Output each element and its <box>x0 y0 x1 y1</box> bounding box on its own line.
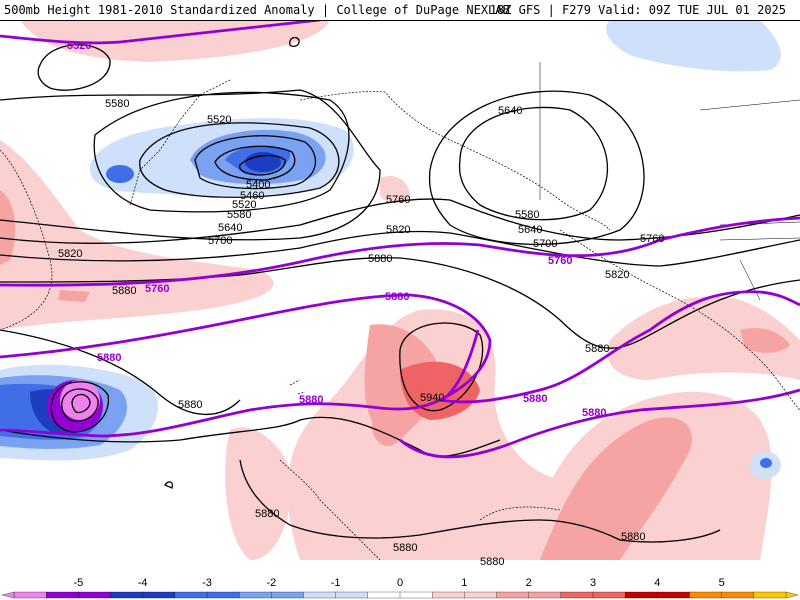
positive-anomaly-shading <box>0 20 800 560</box>
model-run-info: 18Z GFS | F279 Valid: 09Z TUE JUL 01 202… <box>489 3 786 17</box>
contour-label: 5460 <box>240 190 264 202</box>
colorbar-swatch <box>206 591 240 599</box>
contour-label: 5520 <box>232 199 256 211</box>
contour-label: 5520 <box>207 114 231 126</box>
contour-label: 5880 <box>178 399 202 411</box>
colorbar-left-arrow <box>1 591 15 599</box>
colorbar-swatch <box>657 591 691 599</box>
contour-label: 5640 <box>498 105 522 117</box>
contour-label: 5880 <box>585 343 609 355</box>
colorbar-swatch <box>496 591 530 599</box>
colorbar-swatches <box>1 591 799 599</box>
colorbar-tick-label: -4 <box>138 577 148 589</box>
colorbar-tick-label: -5 <box>73 577 83 589</box>
colorbar-right-arrow <box>785 591 799 599</box>
highlight-label: 5880 <box>299 394 323 406</box>
colorbar-swatch <box>721 591 755 599</box>
colorbar-tick-label: 4 <box>654 577 660 589</box>
colorbar-tick-label: -1 <box>331 577 341 589</box>
contour-label: 5820 <box>386 224 410 236</box>
colorbar-swatch <box>110 591 144 599</box>
anomaly-colorbar: -5 -4 -3 -2 -1 0 1 2 3 4 5 <box>0 572 800 600</box>
contour-label: 5760 <box>640 233 664 245</box>
contour-label: 5880 <box>480 556 504 568</box>
contour-label: 5640 <box>218 222 242 234</box>
contour-label: 5580 <box>515 209 539 221</box>
colorbar-swatch <box>174 591 208 599</box>
colorbar-tick-label: 1 <box>461 577 467 589</box>
colorbar-swatch <box>432 591 465 599</box>
colorbar-swatch <box>13 591 47 599</box>
contour-label: 5940 <box>420 392 444 404</box>
colorbar-swatch <box>303 591 337 599</box>
contour-label: 5700 <box>208 235 232 247</box>
map-header: 500mb Height 1981-2010 Standardized Anom… <box>0 0 800 21</box>
contour-label: 5580 <box>227 209 251 221</box>
contour-label: 5820 <box>605 269 629 281</box>
colorbar-swatch <box>142 591 176 599</box>
highlight-label: 5880 <box>523 393 547 405</box>
colorbar-tick-label: 5 <box>719 577 725 589</box>
highlight-label: 5880 <box>385 291 409 303</box>
colorbar-tick-label: 2 <box>526 577 532 589</box>
colorbar-swatch <box>239 591 272 599</box>
contour-label: 5880 <box>112 285 136 297</box>
highlight-label: 5520 <box>67 40 91 52</box>
colorbar-swatch <box>399 591 433 599</box>
contour-label: 5820 <box>58 248 82 260</box>
colorbar-swatch <box>689 591 723 599</box>
map-title: 500mb Height 1981-2010 Standardized Anom… <box>4 3 510 17</box>
coastlines <box>0 79 800 561</box>
anomaly-map: 5580 5520 5400 5460 5520 5580 5640 5700 … <box>0 20 800 572</box>
highlight-contours <box>0 20 800 459</box>
contour-label: 5880 <box>393 542 417 554</box>
contour-label: 5760 <box>386 194 410 206</box>
highlight-label: 5880 <box>582 407 606 419</box>
colorbar-swatch <box>46 591 79 599</box>
contour-label: 5580 <box>105 98 129 110</box>
contour-label: 5640 <box>518 224 542 236</box>
highlight-contour-labels: 5520 5760 5760 5880 5880 5880 5880 5880 <box>67 40 606 419</box>
colorbar-swatch <box>528 591 562 599</box>
colorbar-tick-label: -2 <box>266 577 276 589</box>
highlight-label: 5760 <box>145 283 169 295</box>
highlight-label: 5760 <box>548 255 572 267</box>
contour-label: 5700 <box>533 238 557 250</box>
colorbar-tick-label: 3 <box>590 577 596 589</box>
colorbar-swatch <box>367 591 401 599</box>
colorbar-swatch <box>335 591 369 599</box>
contour-label: 5400 <box>246 179 270 191</box>
colorbar-tick-label: 0 <box>397 577 403 589</box>
contour-label: 5880 <box>368 253 392 265</box>
colorbar-swatch <box>753 591 787 599</box>
colorbar-swatch <box>78 591 112 599</box>
colorbar-ticks: -5 -4 -3 -2 -1 0 1 2 3 4 5 <box>73 577 724 589</box>
colorbar-swatch <box>625 591 658 599</box>
highlight-label: 5880 <box>97 352 121 364</box>
height-contour-labels: 5580 5520 5400 5460 5520 5580 5640 5700 … <box>58 98 664 568</box>
colorbar-swatch <box>592 591 626 599</box>
contour-label: 5880 <box>255 508 279 520</box>
colorbar-swatch <box>464 591 498 599</box>
colorbar-swatch <box>560 591 594 599</box>
contour-label: 5880 <box>621 531 645 543</box>
colorbar-tick-label: -3 <box>202 577 212 589</box>
colorbar-swatch <box>271 591 305 599</box>
